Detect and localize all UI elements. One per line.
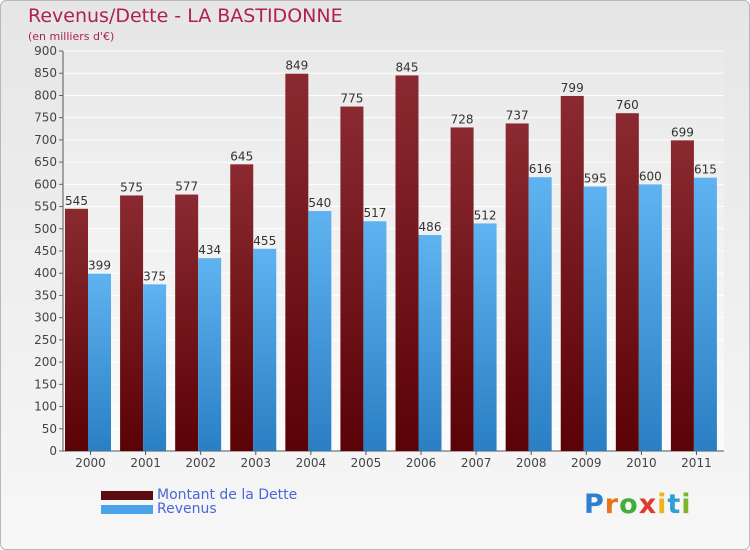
legend-swatch-dette: [101, 490, 153, 500]
y-tick-label: 700: [34, 133, 57, 147]
value-label-dette: 575: [120, 180, 143, 194]
value-label-dette: 760: [616, 98, 639, 112]
logo-letter: o: [619, 489, 639, 520]
bar-revenus: [143, 284, 167, 451]
value-label-dette: 645: [230, 149, 253, 163]
value-label-dette: 545: [65, 194, 88, 208]
value-label-dette: 699: [671, 125, 694, 139]
chart-title: Revenus/Dette - LA BASTIDONNE: [28, 5, 343, 27]
bar-dette: [670, 140, 694, 452]
bar-revenus: [308, 211, 332, 451]
bar-revenus: [693, 177, 717, 451]
value-label-revenus: 595: [584, 172, 607, 186]
y-tick-label: 150: [34, 377, 57, 391]
y-tick-label: 250: [34, 333, 57, 347]
bar-dette: [560, 95, 584, 451]
value-label-dette: 577: [175, 180, 198, 194]
bar-dette: [230, 164, 254, 452]
value-label-dette: 775: [340, 92, 363, 106]
value-label-dette: 799: [561, 81, 584, 95]
y-tick-label: 50: [42, 422, 57, 436]
value-label-revenus: 512: [474, 208, 497, 222]
value-label-revenus: 615: [694, 163, 717, 177]
bar-dette: [285, 73, 309, 452]
value-label-dette: 737: [506, 108, 529, 122]
legend-label-revenus: Revenus: [157, 501, 217, 517]
y-tick-label: 200: [34, 355, 57, 369]
legend-label-dette: Montant de la Dette: [157, 487, 298, 503]
x-tick-label: 2006: [406, 456, 437, 470]
x-tick-label: 2009: [571, 456, 602, 470]
x-tick-label: 2000: [75, 456, 106, 470]
logo-letter: i: [657, 489, 668, 520]
bar-revenus: [363, 221, 387, 451]
value-label-revenus: 540: [308, 196, 331, 210]
y-tick-label: 600: [34, 177, 57, 191]
x-tick-label: 2005: [351, 456, 382, 470]
bar-revenus: [88, 273, 111, 451]
value-label-revenus: 600: [639, 169, 662, 183]
bar-revenus: [198, 258, 222, 451]
y-tick-label: 650: [34, 155, 57, 169]
bar-dette: [340, 106, 364, 452]
x-tick-label: 2002: [185, 456, 216, 470]
y-tick-label: 800: [34, 88, 57, 102]
x-tick-label: 2004: [296, 456, 327, 470]
value-label-revenus: 399: [88, 259, 111, 273]
logo-letter: r: [604, 489, 620, 520]
value-label-revenus: 375: [143, 269, 166, 283]
bar-revenus: [473, 223, 497, 451]
logo-letter: P: [584, 489, 605, 520]
value-label-revenus: 486: [419, 220, 442, 234]
value-label-dette: 845: [396, 60, 419, 74]
legend-item-dette: Montant de la Dette: [101, 487, 297, 503]
bar-dette: [395, 75, 419, 451]
y-tick-label: 300: [34, 311, 57, 325]
y-tick-label: 500: [34, 222, 57, 236]
logo-letter: i: [681, 489, 692, 520]
bar-revenus: [418, 235, 442, 451]
legend-swatch-revenus: [101, 504, 153, 514]
y-tick-label: 750: [34, 111, 57, 125]
y-tick-label: 550: [34, 200, 57, 214]
bar-dette: [120, 195, 144, 451]
bar-revenus: [638, 184, 662, 452]
y-tick-label: 850: [34, 66, 57, 80]
value-label-dette: 849: [285, 59, 308, 73]
x-tick-label: 2003: [241, 456, 272, 470]
value-label-revenus: 616: [529, 162, 552, 176]
logo-letter: x: [638, 489, 658, 520]
bar-dette: [615, 113, 639, 451]
bar-dette: [450, 127, 474, 451]
chart-subtitle: (en milliers d'€): [28, 30, 115, 43]
proxiti-logo: Proxiti: [584, 489, 692, 520]
bar-dette: [505, 123, 529, 451]
x-tick-label: 2010: [626, 456, 657, 470]
bar-revenus: [253, 248, 277, 451]
legend-item-revenus: Revenus: [101, 501, 217, 517]
bar-revenus: [583, 186, 607, 452]
logo-letter: t: [667, 489, 682, 520]
value-label-revenus: 434: [198, 243, 221, 257]
y-tick-label: 0: [49, 444, 57, 458]
x-tick-label: 2008: [516, 456, 547, 470]
value-label-dette: 728: [451, 112, 474, 126]
value-label-revenus: 455: [253, 234, 276, 248]
bar-revenus: [528, 177, 552, 451]
x-tick-label: 2001: [130, 456, 161, 470]
y-tick-label: 450: [34, 244, 57, 258]
y-tick-label: 350: [34, 288, 57, 302]
bar-dette: [175, 194, 199, 452]
y-tick-label: 400: [34, 266, 57, 280]
bar-dette: [65, 208, 88, 451]
x-tick-label: 2007: [461, 456, 492, 470]
value-label-revenus: 517: [363, 206, 386, 220]
x-tick-label: 2011: [681, 456, 712, 470]
y-tick-label: 900: [34, 44, 57, 58]
y-tick-label: 100: [34, 400, 57, 414]
